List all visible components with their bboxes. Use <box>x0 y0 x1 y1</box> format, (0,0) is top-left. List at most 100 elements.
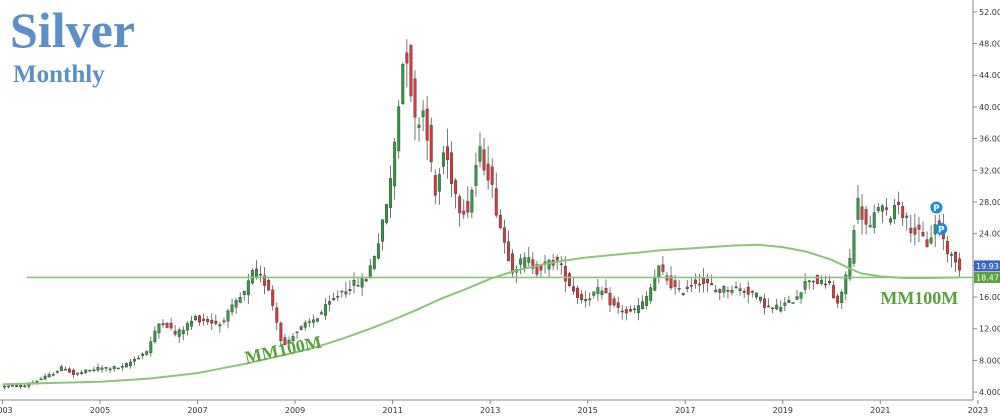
candle <box>905 212 909 231</box>
candle <box>949 251 953 268</box>
candle <box>389 165 393 219</box>
candle <box>425 96 429 161</box>
candle <box>608 287 612 313</box>
candle <box>917 216 921 242</box>
chart-title: Silver <box>10 2 135 58</box>
candle <box>864 205 868 235</box>
y-tick-label: 32.000 <box>979 166 1000 175</box>
candle <box>364 277 368 282</box>
candle <box>242 290 246 301</box>
y-axis: 4.0008.00012.00016.00020.00024.00028.000… <box>972 0 1000 400</box>
candle <box>742 288 746 299</box>
candle <box>202 313 206 326</box>
candle <box>576 285 580 304</box>
candle <box>68 367 71 374</box>
candle <box>519 253 523 275</box>
candle <box>397 100 401 159</box>
candle <box>133 356 136 366</box>
candle <box>771 307 775 314</box>
candle <box>722 285 726 298</box>
candle <box>498 209 502 230</box>
candle <box>462 199 466 220</box>
candle <box>567 271 571 288</box>
y-tick-label: 16.000 <box>979 293 1000 302</box>
candle <box>104 366 108 372</box>
candle <box>206 315 210 326</box>
candle <box>482 138 486 176</box>
candle <box>836 293 840 309</box>
svg-text:P: P <box>933 204 940 214</box>
candle <box>860 194 864 235</box>
candle <box>141 352 145 359</box>
candle <box>234 297 238 314</box>
candle <box>88 369 92 373</box>
candle <box>657 264 661 284</box>
candle <box>145 350 149 357</box>
x-tick-label: 2017 <box>675 406 695 415</box>
candle <box>376 233 380 260</box>
candle <box>303 319 307 331</box>
candle <box>59 364 63 372</box>
candle <box>173 325 177 337</box>
candle <box>856 185 860 225</box>
moving-average-line <box>2 243 959 386</box>
x-tick-label: 2003 <box>0 406 13 415</box>
candle <box>486 145 490 190</box>
candle <box>844 271 848 301</box>
candle <box>287 336 291 348</box>
price-label: 18.47 <box>974 271 1000 283</box>
candle <box>815 274 819 285</box>
candle <box>194 314 197 321</box>
candle <box>307 318 311 328</box>
candle <box>730 285 734 296</box>
candle <box>137 355 141 360</box>
candle <box>446 128 449 179</box>
candle <box>791 302 795 304</box>
candle <box>238 292 242 304</box>
candle <box>51 371 55 377</box>
candle <box>299 325 303 331</box>
candle <box>572 277 575 295</box>
svg-text:19.93: 19.93 <box>976 262 999 271</box>
candle <box>661 256 665 276</box>
candle <box>868 215 872 228</box>
candle <box>165 322 169 329</box>
candle <box>876 202 880 214</box>
candle <box>470 186 474 219</box>
candle <box>746 281 750 304</box>
event-marker: P <box>935 222 948 235</box>
candle <box>169 318 173 331</box>
candle <box>315 318 319 323</box>
candle <box>637 298 640 321</box>
candle <box>474 152 478 197</box>
candle <box>458 194 462 227</box>
candle <box>328 295 332 312</box>
y-tick-label: 8.000 <box>979 356 1000 365</box>
candle <box>124 362 128 368</box>
candle <box>628 305 632 313</box>
candle <box>153 326 157 344</box>
candle <box>372 255 376 271</box>
y-tick-label: 48.000 <box>979 40 1000 49</box>
candle <box>275 302 279 331</box>
candle <box>665 271 669 285</box>
candle <box>527 246 531 267</box>
candle <box>108 367 112 373</box>
candle <box>7 385 10 389</box>
candle <box>421 100 425 132</box>
x-tick-label: 2015 <box>578 406 598 415</box>
candle <box>677 279 681 293</box>
candle <box>811 279 815 290</box>
candle <box>763 293 766 315</box>
candle <box>767 298 771 308</box>
candle <box>185 321 189 336</box>
candle <box>580 290 584 304</box>
candle <box>535 260 539 278</box>
candle <box>490 158 494 198</box>
candle <box>852 224 856 267</box>
candle <box>620 305 624 320</box>
candle <box>478 132 482 168</box>
candle <box>120 363 124 371</box>
candle <box>795 290 799 300</box>
candle <box>506 230 510 262</box>
